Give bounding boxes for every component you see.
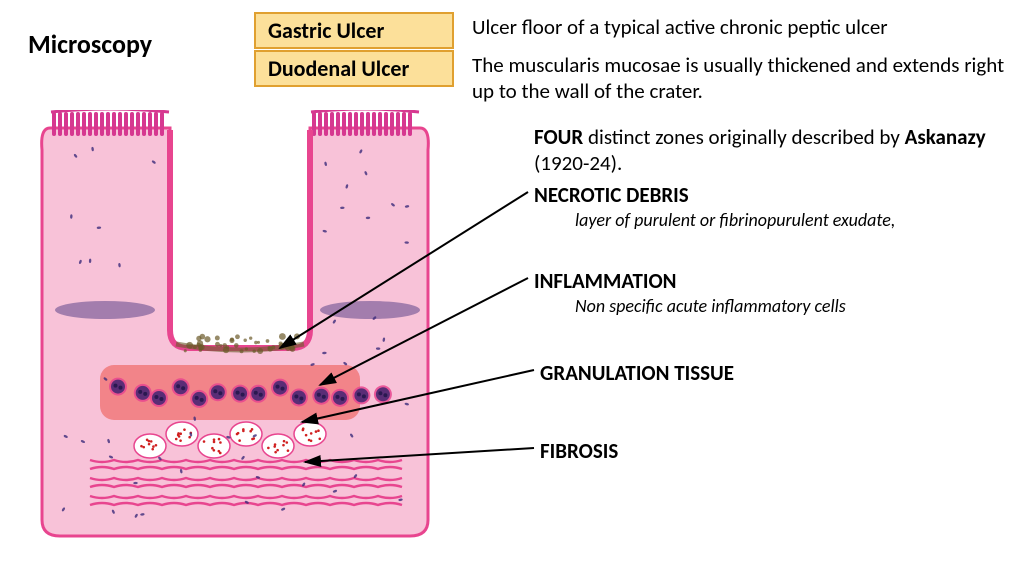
badge-duodenal: Duodenal Ulcer xyxy=(254,50,454,87)
zone-necrotic-label: NECROTIC DEBRIS xyxy=(534,182,689,208)
desc-duodenal: The muscularis mucosae is usually thicke… xyxy=(472,52,1012,105)
zone-inflammation-label: INFLAMMATION xyxy=(534,268,677,294)
zone-inflammation-sub: Non specific acute inflammatory cells xyxy=(575,296,955,318)
zone-fibrosis-label: FIBROSIS xyxy=(540,438,618,464)
zones-intro: FOUR distinct zones originally described… xyxy=(534,124,994,177)
zone-necrotic-sub: layer of purulent or fibrinopurulent exu… xyxy=(575,210,955,232)
histology-diagram xyxy=(30,110,440,550)
zone-granulation-label: GRANULATION TISSUE xyxy=(540,360,734,386)
desc-gastric: Ulcer floor of a typical active chronic … xyxy=(472,14,1012,40)
badge-gastric: Gastric Ulcer xyxy=(254,12,454,49)
page-title: Microscopy xyxy=(28,28,152,60)
